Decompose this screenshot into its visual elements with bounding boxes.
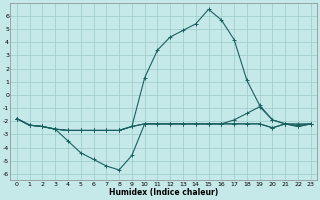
X-axis label: Humidex (Indice chaleur): Humidex (Indice chaleur) — [109, 188, 219, 197]
